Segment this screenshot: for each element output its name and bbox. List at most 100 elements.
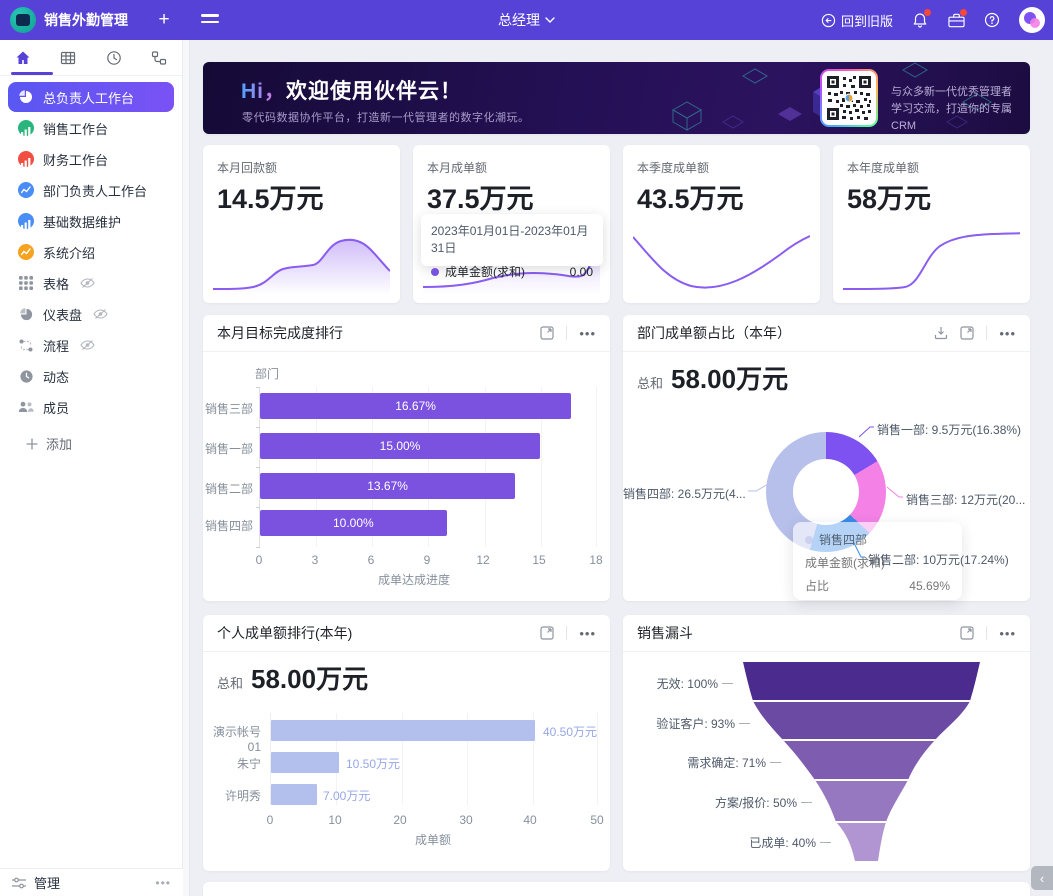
inbox-button[interactable] [947, 9, 967, 29]
slice-label-dept3: 销售三部: 12万元(20... [906, 493, 1026, 507]
menu-toggle-icon[interactable] [201, 14, 219, 26]
sidebar-item-tables[interactable]: 表格 [8, 268, 174, 298]
donut-tooltip: 销售四部 成单金额(求和) 占比 45.69% [793, 522, 962, 600]
funnel-chart[interactable] [623, 652, 1030, 871]
sidebar-item-workflows[interactable]: 流程 [8, 330, 174, 360]
funnel-label-closed: 已成单: 40% [749, 834, 831, 851]
grid-icon [18, 275, 34, 291]
bar-xumingxiu[interactable] [271, 784, 317, 805]
expand-icon[interactable] [540, 626, 554, 640]
tab-history[interactable] [91, 40, 137, 75]
manage-more-button[interactable]: ••• [155, 875, 171, 890]
stat-card-quarter-deals[interactable]: 本季度成单额 43.5万元 [623, 145, 820, 303]
sidebar-item-chief-workspace[interactable]: 总负责人工作台 [8, 82, 174, 112]
expand-icon[interactable] [960, 326, 974, 340]
pie-chart-icon [18, 89, 34, 105]
table-icon [61, 51, 76, 64]
expand-icon[interactable] [540, 326, 554, 340]
app-title: 销售外勤管理 [44, 12, 128, 28]
banner-hi: Hi， [241, 80, 286, 103]
avatar-logo [1024, 12, 1040, 28]
bar-sales-dept3[interactable]: 16.67% [260, 393, 572, 419]
stat-label: 本月回款额 [217, 161, 278, 175]
sliders-icon [12, 877, 26, 888]
category-label: 销售三部 [204, 402, 253, 416]
chart-card-sales-funnel: 销售漏斗 ••• [623, 615, 1030, 871]
top-right-actions: 回到旧版 [821, 0, 1045, 40]
sidebar-item-label: 成员 [43, 400, 70, 416]
bar-plot: 16.67% 15.00% 13.67% 10.00% [256, 387, 597, 548]
active-tab-indicator [11, 72, 53, 75]
more-menu-icon[interactable]: ••• [579, 625, 596, 641]
back-to-old-label: 回到旧版 [840, 13, 893, 29]
welcome-banner[interactable]: Hi，欢迎使用伙伴云！ 零代码数据协作平台，打造新一代管理者的数字化潮玩。 [203, 62, 1030, 134]
sidebar-item-dept-leader-workspace[interactable]: 部门负责人工作台 [8, 175, 174, 205]
x-tick: 40 [523, 813, 537, 827]
sidebar-item-sales-workspace[interactable]: 销售工作台 [8, 113, 174, 143]
tab-flow[interactable] [137, 40, 183, 75]
banner-title: Hi，欢迎使用伙伴云！ [241, 75, 462, 105]
download-icon[interactable] [934, 326, 948, 340]
tooltip-row-label: 占比 [805, 579, 830, 593]
sidebar-manage-row[interactable]: 管理 ••• [0, 868, 183, 896]
card-title: 部门成单额占比（本年） [637, 325, 791, 341]
back-to-old-button[interactable]: 回到旧版 [821, 11, 893, 30]
more-menu-icon[interactable]: ••• [579, 325, 596, 341]
card-title: 销售漏斗 [637, 625, 693, 641]
bar-demo-account[interactable] [271, 720, 536, 741]
bar-value-label: 7.00万元 [323, 789, 371, 803]
tab-tables[interactable] [46, 40, 92, 75]
chart-card-personal-rank: 个人成单额排行(本年) ••• 总和 58.00万元 40.50万元 10.50… [203, 615, 610, 871]
sidebar-scrollbar[interactable] [183, 40, 190, 896]
bar-value-label: 10.50万元 [346, 757, 401, 771]
bar-zhuning[interactable] [271, 752, 340, 773]
sidebar-item-label: 基础数据维护 [43, 214, 122, 230]
sidebar-item-activity[interactable]: 动态 [8, 361, 174, 391]
activity-clock-icon [18, 368, 34, 384]
notification-badge [924, 9, 931, 16]
add-app-button[interactable]: + [158, 9, 170, 30]
flow-icon [152, 50, 167, 65]
help-button[interactable] [983, 11, 1001, 29]
back-rotate-icon [821, 13, 836, 27]
bar-sales-dept1[interactable]: 15.00% [260, 433, 540, 459]
sidebar-item-members[interactable]: 成员 [8, 392, 174, 422]
stat-card-year-deals[interactable]: 本年度成单额 58万元 [833, 145, 1030, 303]
expand-icon[interactable] [960, 626, 974, 640]
sidebar-item-dashboards[interactable]: 仪表盘 [8, 299, 174, 329]
card-header: 个人成单额排行(本年) ••• [203, 615, 610, 652]
sidebar-item-label: 系统介绍 [43, 245, 96, 261]
card-header: 本月目标完成度排行 ••• [203, 315, 610, 352]
tab-home[interactable] [0, 40, 46, 75]
bar-value-label: 40.50万元 [543, 725, 598, 739]
collapse-panel-button[interactable]: ‹ [1031, 866, 1053, 890]
sidebar-item-finance-workspace[interactable]: 财务工作台 [8, 144, 174, 174]
y-axis-title: 部门 [255, 367, 280, 381]
collapse-glyph: ‹ [1039, 870, 1045, 886]
sparkline-line [633, 235, 810, 289]
dashboard-pie-icon [18, 306, 34, 322]
notifications-button[interactable] [911, 9, 931, 29]
sidebar-item-label: 销售工作台 [43, 121, 109, 137]
sparkline-area [423, 234, 600, 295]
eye-off-icon [80, 339, 95, 351]
x-tick: 12 [476, 553, 490, 567]
chart-total: 总和 58.00万元 [217, 659, 368, 696]
more-menu-icon[interactable]: ••• [999, 325, 1016, 341]
app-logo-icon[interactable] [10, 7, 36, 33]
eye-off-icon [93, 308, 108, 320]
sidebar-item-system-intro[interactable]: 系统介绍 [8, 237, 174, 267]
bar-sales-dept2[interactable]: 13.67% [260, 473, 516, 499]
sidebar-add-button[interactable]: 添加 [8, 434, 174, 453]
user-avatar[interactable] [1019, 7, 1045, 33]
more-menu-icon[interactable]: ••• [999, 625, 1016, 641]
stat-card-monthly-deals[interactable]: 本月成单额 37.5万元 2023年01月01日-2023年01月31日 成单金… [413, 145, 610, 303]
tooltip-value: 0.00 [569, 264, 593, 279]
sidebar-item-base-data[interactable]: 基础数据维护 [8, 206, 174, 236]
stat-card-monthly-collection[interactable]: 本月回款额 14.5万元 [203, 145, 400, 303]
bar-sales-dept4[interactable]: 10.00% [260, 510, 447, 536]
workspace-switcher[interactable]: 总经理 [498, 10, 555, 30]
stat-label: 本季度成单额 [637, 161, 710, 175]
add-label: 添加 [46, 437, 73, 452]
chart-tooltip: 2023年01月01日-2023年01月31日 成单金额(求和) 0.00 [421, 214, 603, 279]
